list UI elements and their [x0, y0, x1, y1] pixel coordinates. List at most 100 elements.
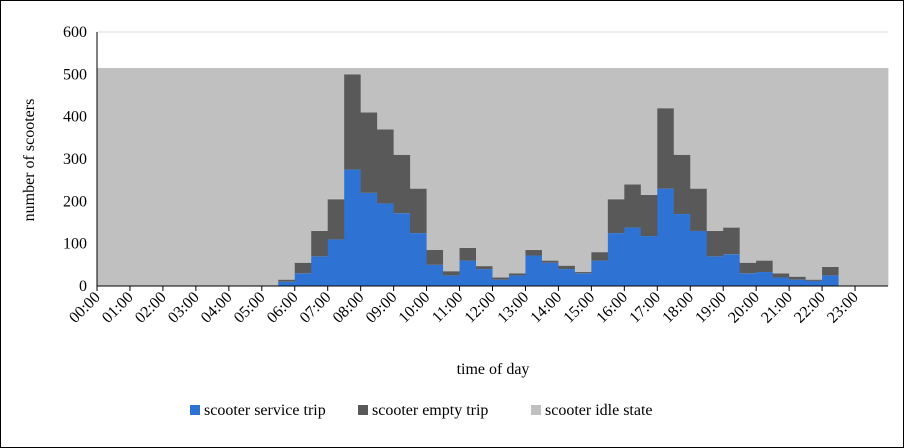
- area-step: [772, 67, 790, 274]
- area-step: [443, 271, 460, 276]
- area-step: [706, 67, 724, 231]
- area-step: [640, 67, 658, 195]
- area-step: [657, 188, 675, 286]
- area-step: [393, 67, 411, 155]
- area-step: [541, 262, 559, 286]
- area-step: [706, 256, 724, 286]
- area-step: [624, 67, 642, 185]
- area-step: [756, 272, 774, 286]
- area-step: [410, 188, 427, 234]
- area-step: [508, 275, 526, 286]
- y-tick-label: 300: [63, 151, 87, 168]
- area-step: [822, 67, 839, 267]
- area-step: [443, 275, 460, 286]
- area-step: [772, 277, 790, 286]
- area-step: [393, 213, 411, 286]
- area-step: [706, 230, 724, 257]
- area-step: [640, 194, 658, 237]
- area-step: [327, 199, 345, 240]
- area-step: [410, 67, 427, 189]
- area-step: [294, 67, 312, 263]
- area-step: [508, 67, 526, 274]
- area-step: [789, 276, 807, 280]
- area-step: [377, 67, 395, 130]
- area-step: [558, 67, 576, 266]
- area-step: [525, 250, 543, 256]
- area-step: [607, 199, 625, 234]
- area-step: [377, 203, 395, 286]
- area-step: [360, 67, 378, 113]
- legend-label: scooter service trip: [204, 402, 326, 419]
- area-step: [426, 250, 444, 265]
- area-step: [789, 67, 807, 277]
- area-step: [311, 230, 329, 257]
- area-step: [624, 227, 642, 286]
- y-tick-label: 100: [63, 236, 87, 253]
- area-step: [574, 272, 592, 274]
- area-step: [278, 67, 296, 280]
- area-step: [311, 67, 329, 231]
- area-step: [459, 247, 477, 261]
- legend-label: scooter empty trip: [372, 402, 488, 419]
- area-step: [673, 154, 691, 215]
- y-tick-label: 600: [63, 24, 87, 41]
- y-tick-label: 0: [79, 278, 87, 295]
- y-tick-label: 500: [63, 66, 87, 83]
- area-step: [739, 67, 757, 263]
- area-step: [426, 264, 444, 286]
- area-step: [327, 67, 345, 200]
- area-step: [558, 265, 576, 270]
- area-step: [756, 260, 774, 273]
- area-step: [344, 74, 362, 170]
- area-step: [574, 273, 592, 286]
- area-step: [327, 239, 345, 286]
- area-step: [179, 67, 197, 286]
- area-step: [591, 67, 609, 253]
- area-step: [640, 236, 658, 286]
- area-step: [278, 279, 296, 282]
- area-step: [607, 233, 625, 286]
- area-step: [591, 260, 609, 286]
- area-step: [146, 67, 164, 286]
- area-step: [789, 279, 807, 286]
- area-step: [541, 260, 559, 263]
- area-step: [657, 108, 675, 189]
- area-step: [723, 67, 741, 228]
- area-step: [673, 214, 691, 286]
- area-step: [393, 154, 411, 214]
- area-step: [871, 67, 889, 286]
- area-step: [690, 230, 708, 286]
- area-step: [245, 67, 263, 286]
- area-step: [492, 279, 510, 286]
- area-step: [525, 67, 543, 251]
- area-step: [360, 192, 378, 286]
- area-step: [443, 67, 460, 272]
- area-step: [591, 252, 609, 261]
- x-axis-label: time of day: [457, 361, 530, 378]
- area-step: [673, 67, 691, 155]
- area-step: [476, 67, 493, 267]
- legend-swatch: [358, 405, 368, 415]
- area-step: [459, 260, 477, 286]
- area-step: [476, 266, 493, 270]
- y-axis-label: number of scooters: [21, 99, 38, 222]
- area-step: [772, 273, 790, 278]
- legend-swatch: [531, 405, 541, 415]
- area-step: [113, 67, 131, 286]
- area-step: [822, 275, 839, 286]
- area-step: [690, 67, 708, 189]
- area-step: [212, 67, 230, 286]
- legend-swatch: [190, 405, 200, 415]
- legend-label: scooter idle state: [545, 402, 653, 419]
- area-step: [195, 67, 213, 286]
- area-step: [838, 67, 856, 286]
- area-step: [558, 269, 576, 286]
- y-tick-label: 200: [63, 193, 87, 210]
- area-step: [657, 67, 675, 109]
- area-step: [574, 67, 592, 273]
- area-step: [377, 129, 395, 204]
- area-step: [690, 188, 708, 231]
- area-step: [426, 67, 444, 251]
- area-step: [805, 279, 823, 281]
- area-step: [294, 273, 312, 286]
